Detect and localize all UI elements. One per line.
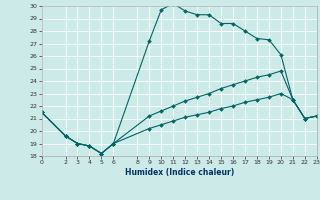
- X-axis label: Humidex (Indice chaleur): Humidex (Indice chaleur): [124, 168, 234, 177]
